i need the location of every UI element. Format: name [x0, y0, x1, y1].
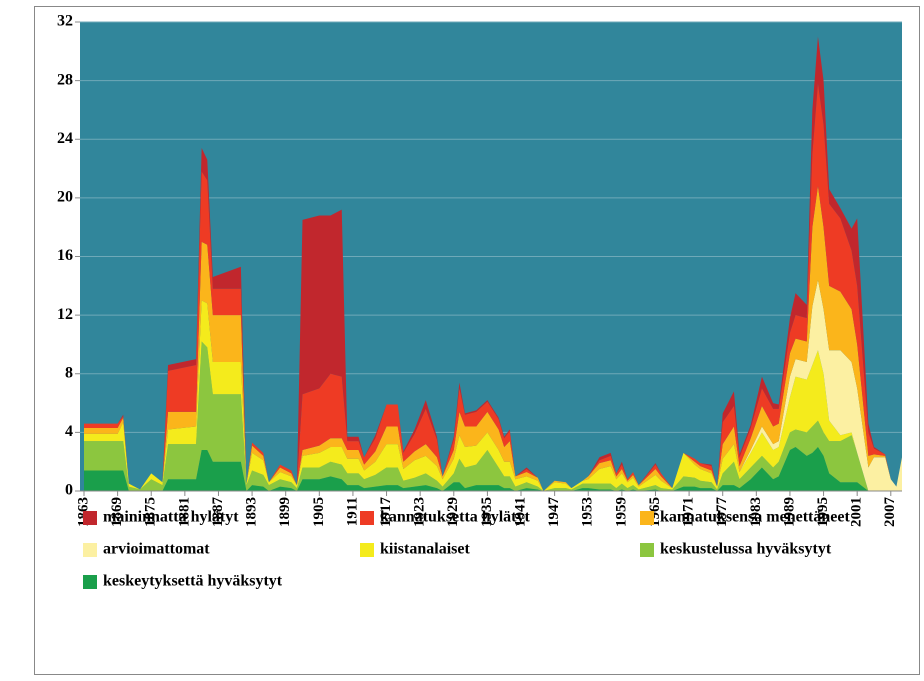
legend-swatch	[640, 511, 654, 525]
area	[84, 83, 902, 492]
x-tick-label: 1905	[311, 497, 327, 527]
x-tick-label: 1899	[277, 497, 293, 527]
y-tick-label: 16	[57, 247, 73, 264]
x-tick-label: 1983	[748, 497, 764, 527]
area	[84, 447, 902, 491]
x-tick-label: 1941	[512, 497, 528, 527]
x-tick-label: 1917	[378, 497, 394, 528]
x-tick-label: 1869	[109, 497, 125, 527]
area	[84, 36, 902, 491]
legend-label: kiistanalaiset	[380, 541, 470, 558]
legend-label: keskustelussa hyväksytyt	[660, 541, 832, 558]
legend-swatch	[83, 575, 97, 589]
x-tick-label: 1953	[580, 497, 596, 527]
x-tick-label: 1959	[613, 497, 629, 527]
y-tick-label: 20	[57, 189, 73, 206]
area	[84, 300, 902, 491]
x-tick-label: 1875	[143, 497, 159, 527]
y-tick-label: 12	[57, 306, 73, 323]
y-tick-label: 4	[65, 423, 73, 440]
x-tick-label: 1887	[210, 497, 226, 528]
x-tick-label: 1929	[445, 497, 461, 527]
y-tick-label: 32	[57, 13, 73, 30]
legend-label: arvioimattomat	[103, 541, 210, 558]
legend-label: keskeytyksettä hyväksytyt	[103, 573, 283, 590]
x-tick-label: 1881	[176, 497, 192, 527]
area	[84, 341, 902, 491]
legend-swatch	[640, 543, 654, 557]
legend-label: kannatuksetta hylätyt	[380, 509, 530, 526]
x-tick-label: 1947	[546, 497, 562, 528]
x-tick-label: 2007	[882, 497, 898, 528]
x-tick-label: 1911	[344, 497, 360, 526]
legend-label: kannatuksensa menettäneet	[660, 509, 850, 526]
x-tick-label: 1989	[781, 497, 797, 527]
x-tick-label: 1977	[714, 497, 730, 528]
x-tick-label: 1923	[412, 497, 428, 527]
legend-swatch	[360, 543, 374, 557]
legend-swatch	[360, 511, 374, 525]
x-tick-label: 1893	[244, 497, 260, 527]
area	[84, 279, 902, 491]
x-tick-label: 1935	[479, 497, 495, 527]
x-tick-label: 2001	[849, 497, 865, 527]
y-tick-label: 24	[57, 130, 73, 147]
legend-label: maininnatta hylätyt	[103, 509, 239, 526]
y-tick-label: 8	[65, 364, 73, 381]
y-tick-label: 28	[57, 71, 73, 88]
x-tick-label: 1971	[681, 497, 697, 527]
y-tick-label: 0	[65, 482, 73, 499]
legend-swatch	[83, 543, 97, 557]
legend-swatch	[83, 511, 97, 525]
area	[84, 186, 902, 491]
x-tick-label: 1995	[815, 497, 831, 527]
